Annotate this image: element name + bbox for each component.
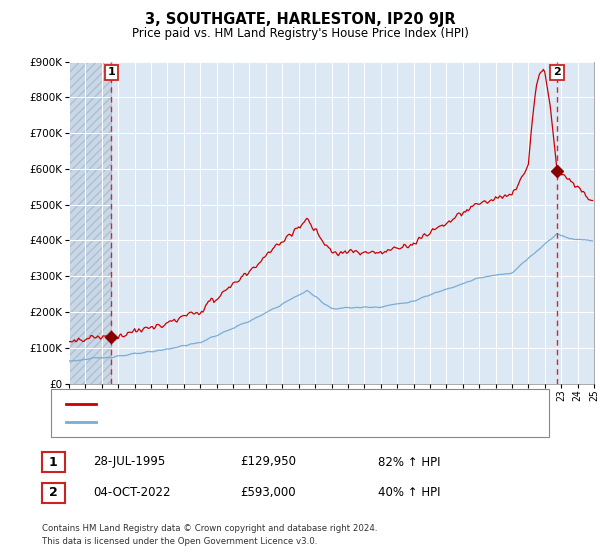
Bar (69, 62, 111, 384)
Text: 2: 2 (49, 486, 58, 500)
Text: 40% ↑ HPI: 40% ↑ HPI (378, 486, 440, 500)
Text: HPI: Average price, detached house, South Norfolk: HPI: Average price, detached house, Sout… (102, 417, 366, 427)
Text: 04-OCT-2022: 04-OCT-2022 (93, 486, 170, 500)
Text: £129,950: £129,950 (240, 455, 296, 469)
Text: 3, SOUTHGATE, HARLESTON, IP20 9JR (detached house): 3, SOUTHGATE, HARLESTON, IP20 9JR (detac… (102, 399, 392, 409)
Text: 1: 1 (49, 455, 58, 469)
Text: 3, SOUTHGATE, HARLESTON, IP20 9JR: 3, SOUTHGATE, HARLESTON, IP20 9JR (145, 12, 455, 27)
Text: £593,000: £593,000 (240, 486, 296, 500)
Text: Contains HM Land Registry data © Crown copyright and database right 2024.
This d: Contains HM Land Registry data © Crown c… (42, 524, 377, 546)
Text: 2: 2 (553, 67, 561, 77)
Text: Price paid vs. HM Land Registry's House Price Index (HPI): Price paid vs. HM Land Registry's House … (131, 27, 469, 40)
Text: 28-JUL-1995: 28-JUL-1995 (93, 455, 165, 469)
Text: 82% ↑ HPI: 82% ↑ HPI (378, 455, 440, 469)
Text: 1: 1 (107, 67, 115, 77)
